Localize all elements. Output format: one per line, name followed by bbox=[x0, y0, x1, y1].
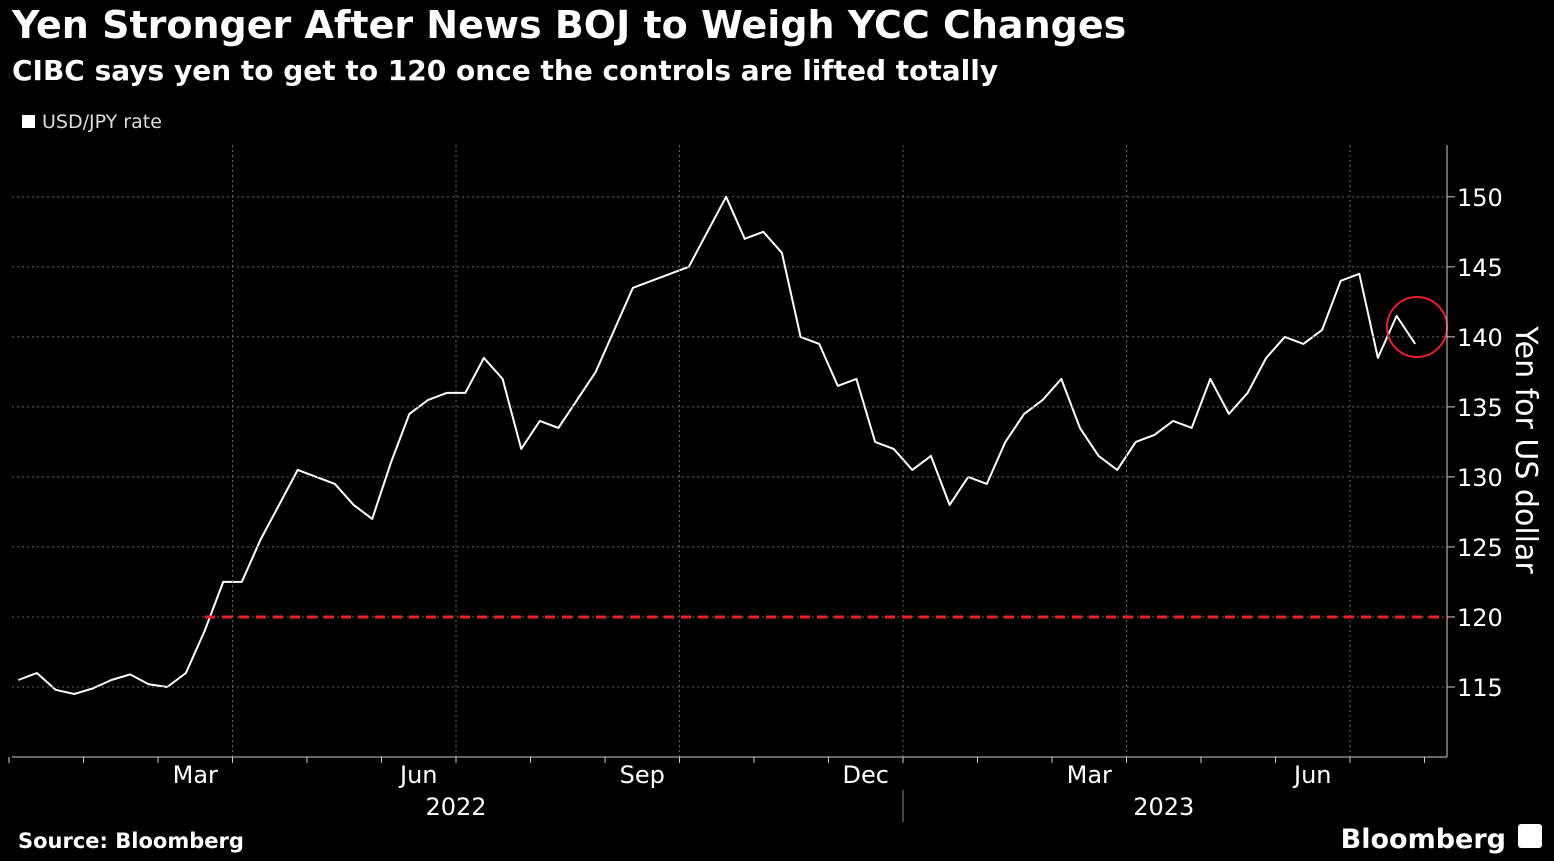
y-tick-label: 130 bbox=[1457, 464, 1503, 492]
y-tick-label: 115 bbox=[1457, 674, 1503, 702]
legend-swatch bbox=[22, 115, 35, 128]
source: Source: Bloomberg bbox=[18, 829, 244, 853]
brand: Bloomberg bbox=[1341, 824, 1506, 855]
data-line bbox=[17, 195, 1417, 695]
y-tick-label: 135 bbox=[1457, 394, 1503, 422]
x-tick-label: Jun bbox=[398, 761, 438, 789]
y-tick-label: 150 bbox=[1457, 184, 1503, 212]
y-tick-label: 125 bbox=[1457, 534, 1503, 562]
x-tick-label: Jun bbox=[1292, 761, 1332, 789]
x-tick-label: Dec bbox=[843, 761, 889, 789]
y-tick-label: 140 bbox=[1457, 324, 1503, 352]
chart-subtitle: CIBC says yen to get to 120 once the con… bbox=[12, 54, 998, 87]
x-tick-label: Mar bbox=[173, 761, 218, 789]
chart-title: Yen Stronger After News BOJ to Weigh YCC… bbox=[11, 3, 1126, 47]
legend-label: USD/JPY rate bbox=[42, 111, 162, 133]
y-axis-label: Yen for US dollar bbox=[1508, 325, 1543, 574]
y-tick-label: 120 bbox=[1457, 604, 1503, 632]
brand-icon bbox=[1518, 824, 1542, 848]
y-tick-label: 145 bbox=[1457, 254, 1503, 282]
x-tick-label: Mar bbox=[1067, 761, 1112, 789]
year-label: 2023 bbox=[1133, 793, 1194, 821]
x-tick-label: Sep bbox=[620, 761, 665, 789]
year-label: 2022 bbox=[425, 793, 486, 821]
